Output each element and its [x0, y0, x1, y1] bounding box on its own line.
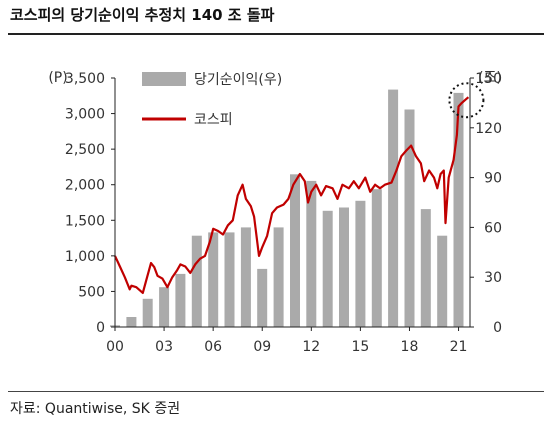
bar-2013	[322, 210, 333, 327]
left-tick-label-1000: 1,000	[65, 249, 105, 265]
left-tick-label-3000: 3,000	[65, 107, 105, 123]
right-tick-label-150: 150	[475, 71, 502, 87]
bar-2007	[224, 232, 235, 327]
bar-2015	[355, 200, 366, 327]
x-tick-label-2009: 09	[253, 339, 271, 355]
x-tick-label-2018: 18	[401, 339, 419, 355]
legend-line-label: 코스피	[194, 112, 233, 128]
right-tick-label-120: 120	[475, 121, 502, 137]
legend-bar-swatch	[142, 72, 186, 86]
bar-2005	[191, 235, 202, 327]
left-tick-label-0: 0	[96, 320, 105, 336]
bar-2003	[159, 287, 170, 327]
left-tick-label-1500: 1,500	[65, 213, 105, 229]
bar-2009	[257, 268, 268, 327]
left-tick-label-2500: 2,500	[65, 142, 105, 158]
bar-2008	[240, 227, 251, 327]
bar-2011	[290, 174, 300, 327]
bar-2021	[453, 92, 464, 328]
kospi-earnings-chart: 05001,0001,5002,0002,5003,0003,500030609…	[48, 70, 502, 355]
source-divider	[8, 391, 544, 392]
x-tick-label-2015: 15	[351, 339, 369, 355]
bar-2006	[208, 232, 219, 327]
chart-title: 코스피의 당기순이익 추정치 140 조 돌파	[10, 6, 275, 24]
bar-2019	[420, 209, 431, 327]
bar-2001	[126, 317, 137, 327]
x-tick-label-2021: 21	[450, 339, 468, 355]
left-tick-label-3500: 3,500	[65, 71, 105, 87]
bar-2012	[306, 180, 317, 327]
legend-bar-label: 당기순이익(우)	[194, 72, 282, 88]
left-axis-unit: (P)	[48, 70, 67, 86]
peak-highlight-circle	[448, 82, 485, 119]
bar-2014	[339, 207, 349, 327]
source-note: 자료: Quantiwise, SK 증권	[10, 401, 181, 417]
right-tick-label-90: 90	[484, 171, 502, 187]
left-tick-label-500: 500	[78, 284, 105, 300]
right-axis-unit: (조)	[478, 70, 502, 86]
left-tick-label-2000: 2,000	[65, 178, 105, 194]
right-tick-label-0: 0	[493, 320, 502, 336]
bar-2002	[142, 298, 153, 327]
bar-2018	[404, 109, 415, 327]
title-underline	[8, 33, 544, 35]
right-tick-label-60: 60	[484, 220, 502, 236]
x-tick-label-2000: 00	[106, 339, 124, 355]
x-tick-label-2003: 03	[155, 339, 173, 355]
x-tick-label-2012: 12	[302, 339, 320, 355]
right-tick-label-30: 30	[484, 270, 502, 286]
bar-2010	[273, 227, 284, 327]
bar-2004	[175, 273, 186, 327]
kospi-line	[114, 96, 470, 294]
bar-2016	[371, 189, 382, 327]
x-tick-label-2006: 06	[204, 339, 222, 355]
bar-2020	[437, 235, 448, 327]
bar-2017	[388, 89, 399, 327]
